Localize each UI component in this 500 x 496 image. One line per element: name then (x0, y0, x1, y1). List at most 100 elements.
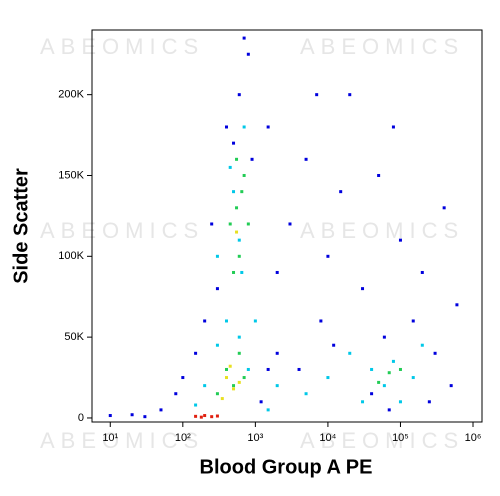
data-point (259, 400, 263, 404)
data-point (442, 206, 446, 210)
data-point (250, 157, 254, 161)
data-point (130, 413, 134, 417)
data-point (232, 387, 236, 391)
data-point (275, 351, 279, 355)
data-point (348, 93, 352, 97)
data-point (387, 408, 391, 412)
data-point (237, 93, 241, 97)
data-point (108, 414, 112, 418)
data-point (266, 367, 270, 371)
data-point (194, 403, 198, 407)
data-point (288, 222, 292, 226)
data-point (266, 408, 270, 412)
data-point (304, 157, 308, 161)
data-point (203, 414, 207, 418)
data-point (232, 270, 236, 274)
data-point (332, 343, 336, 347)
data-point (235, 206, 239, 210)
watermark: ABEOMICS (40, 34, 204, 59)
watermark: ABEOMICS (300, 34, 464, 59)
x-axis-title: Blood Group A PE (200, 456, 373, 478)
y-tick-label: 0 (78, 412, 84, 424)
data-point (370, 392, 374, 396)
data-point (391, 359, 395, 363)
x-tick-label: 10³ (247, 432, 263, 444)
data-point (319, 319, 323, 323)
data-point (275, 270, 279, 274)
x-tick-label: 10⁴ (319, 432, 336, 444)
data-point (215, 254, 219, 258)
x-tick-label: 10¹ (102, 432, 118, 444)
data-point (242, 125, 246, 129)
data-point (266, 125, 270, 129)
watermark: ABEOMICS (300, 428, 464, 453)
data-point (228, 165, 232, 169)
y-tick-label: 200K (58, 89, 84, 101)
data-point (339, 190, 343, 194)
data-point (215, 287, 219, 291)
data-point (159, 408, 163, 412)
data-point (420, 343, 424, 347)
data-point (275, 384, 279, 388)
data-point (228, 364, 232, 368)
data-point (377, 173, 381, 177)
data-point (232, 190, 236, 194)
data-point (220, 397, 224, 401)
data-point (181, 376, 185, 380)
data-point (370, 367, 374, 371)
watermark: ABEOMICS (40, 218, 204, 243)
data-point (391, 125, 395, 129)
data-point (304, 392, 308, 396)
watermark: ABEOMICS (40, 428, 204, 453)
data-point (411, 376, 415, 380)
y-tick-label: 50K (64, 331, 84, 343)
data-point (224, 367, 228, 371)
data-point (326, 376, 330, 380)
data-point (361, 400, 365, 404)
data-point (433, 351, 437, 355)
data-point (382, 384, 386, 388)
x-tick-label: 10² (175, 432, 191, 444)
data-point (382, 335, 386, 339)
data-point (143, 415, 147, 419)
data-point (210, 415, 214, 419)
data-point (194, 414, 198, 418)
data-point (203, 319, 207, 323)
data-point (326, 254, 330, 258)
data-point (215, 392, 219, 396)
data-point (387, 371, 391, 375)
data-point (232, 384, 236, 388)
data-point (224, 376, 228, 380)
data-point (398, 238, 402, 242)
watermark: ABEOMICS (300, 218, 464, 243)
y-tick-label: 100K (58, 250, 84, 262)
data-point (253, 319, 257, 323)
data-point (246, 52, 250, 56)
data-point (237, 351, 241, 355)
data-point (232, 141, 236, 145)
data-point (235, 157, 239, 161)
data-point (242, 36, 246, 40)
plot-frame (91, 29, 483, 423)
y-axis-title: Side Scatter (10, 168, 32, 284)
data-point (203, 384, 207, 388)
data-point (199, 415, 203, 419)
data-point (240, 270, 244, 274)
data-point (210, 222, 214, 226)
data-point (237, 238, 241, 242)
data-point (174, 392, 178, 396)
data-point (411, 319, 415, 323)
data-point (237, 254, 241, 258)
y-tick-label: 150K (58, 169, 84, 181)
data-point (242, 173, 246, 177)
data-point (427, 400, 431, 404)
x-tick-label: 10⁵ (392, 432, 409, 444)
data-point (315, 93, 319, 97)
data-point (398, 400, 402, 404)
data-point (237, 380, 241, 384)
data-point (348, 351, 352, 355)
data-point (215, 343, 219, 347)
data-point (361, 287, 365, 291)
data-point (398, 367, 402, 371)
